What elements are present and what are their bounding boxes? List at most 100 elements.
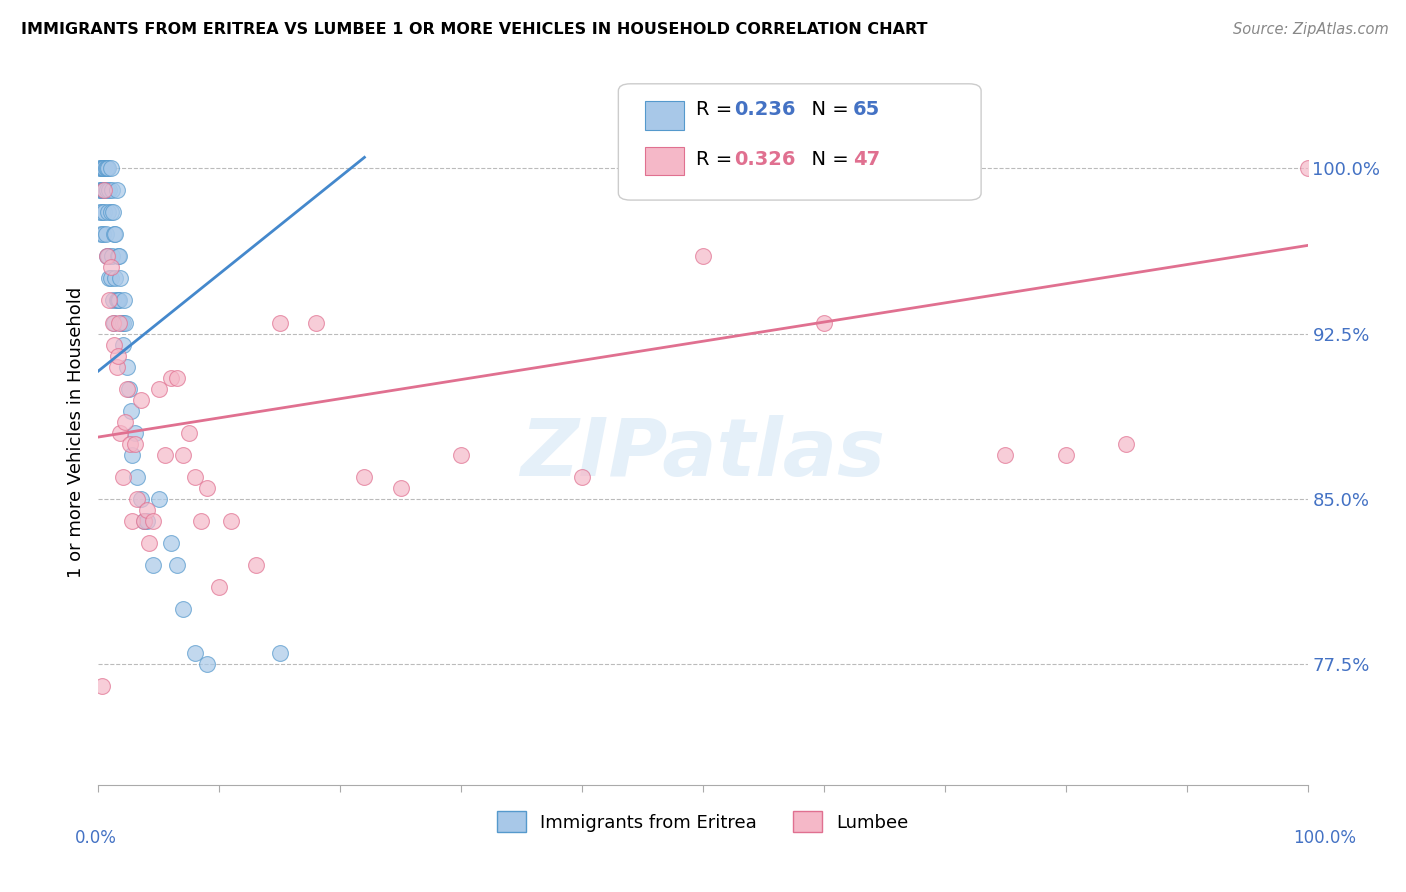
- Point: [160, 535, 183, 549]
- Point: [129, 392, 152, 407]
- Point: [101, 316, 124, 330]
- Point: [134, 514, 156, 528]
- Point: [91, 205, 114, 219]
- Point: [93, 205, 115, 219]
- Point: [571, 469, 593, 483]
- Point: [104, 227, 127, 242]
- Point: [389, 481, 412, 495]
- Point: [96, 161, 118, 176]
- Point: [105, 359, 128, 374]
- Point: [89, 205, 111, 219]
- Text: 100.0%: 100.0%: [1294, 829, 1355, 847]
- Point: [305, 316, 328, 330]
- Point: [108, 249, 131, 263]
- Point: [93, 161, 115, 176]
- Point: [97, 249, 120, 263]
- Point: [91, 679, 114, 693]
- Point: [111, 469, 134, 483]
- Point: [89, 183, 111, 197]
- Point: [129, 491, 152, 506]
- Text: 0.236: 0.236: [734, 101, 796, 120]
- Text: N =: N =: [799, 150, 855, 169]
- Text: 0.0%: 0.0%: [75, 829, 117, 847]
- Point: [105, 293, 128, 308]
- Point: [179, 425, 201, 440]
- Text: ZIPatlas: ZIPatlas: [520, 415, 886, 492]
- Point: [110, 316, 132, 330]
- Point: [100, 161, 122, 176]
- Point: [1115, 436, 1137, 450]
- Point: [148, 491, 170, 506]
- Point: [184, 646, 207, 660]
- Point: [90, 227, 112, 242]
- Point: [103, 316, 125, 330]
- Point: [124, 425, 146, 440]
- Legend: Immigrants from Eritrea, Lumbee: Immigrants from Eritrea, Lumbee: [489, 804, 917, 839]
- Point: [100, 249, 122, 263]
- Point: [195, 481, 218, 495]
- Point: [121, 448, 143, 462]
- Point: [1054, 448, 1077, 462]
- Point: [221, 514, 243, 528]
- Point: [91, 227, 114, 242]
- Point: [103, 337, 125, 351]
- Text: IMMIGRANTS FROM ERITREA VS LUMBEE 1 OR MORE VEHICLES IN HOUSEHOLD CORRELATION CH: IMMIGRANTS FROM ERITREA VS LUMBEE 1 OR M…: [21, 22, 928, 37]
- Text: R =: R =: [696, 101, 738, 120]
- Point: [172, 448, 194, 462]
- Point: [94, 161, 117, 176]
- Point: [1296, 161, 1319, 176]
- Point: [117, 359, 139, 374]
- Point: [97, 161, 120, 176]
- Point: [105, 183, 128, 197]
- FancyBboxPatch shape: [645, 147, 683, 176]
- FancyBboxPatch shape: [645, 102, 683, 129]
- Point: [100, 205, 122, 219]
- Point: [111, 316, 134, 330]
- Point: [450, 448, 472, 462]
- Point: [104, 271, 127, 285]
- Point: [121, 514, 143, 528]
- Point: [100, 183, 122, 197]
- Point: [103, 227, 125, 242]
- Point: [100, 271, 122, 285]
- Point: [101, 293, 124, 308]
- Text: 0.326: 0.326: [734, 150, 796, 169]
- Point: [94, 227, 117, 242]
- Point: [93, 183, 115, 197]
- Text: R =: R =: [696, 150, 738, 169]
- Point: [208, 580, 231, 594]
- Point: [994, 448, 1017, 462]
- Point: [124, 436, 146, 450]
- Point: [245, 558, 267, 572]
- Point: [101, 205, 124, 219]
- Point: [89, 161, 111, 176]
- Text: 65: 65: [853, 101, 880, 120]
- Point: [91, 183, 114, 197]
- Text: 47: 47: [853, 150, 880, 169]
- Point: [117, 382, 139, 396]
- Point: [108, 271, 131, 285]
- Point: [93, 183, 115, 197]
- Point: [353, 469, 375, 483]
- Point: [100, 260, 122, 275]
- Point: [108, 425, 131, 440]
- Point: [134, 514, 156, 528]
- Point: [108, 293, 131, 308]
- Point: [108, 316, 131, 330]
- Point: [127, 469, 149, 483]
- Point: [118, 436, 141, 450]
- Point: [96, 249, 118, 263]
- Point: [153, 448, 176, 462]
- Point: [120, 403, 142, 417]
- Y-axis label: 1 or more Vehicles in Household: 1 or more Vehicles in Household: [66, 287, 84, 578]
- Point: [118, 382, 141, 396]
- Point: [90, 161, 112, 176]
- Point: [98, 183, 121, 197]
- Point: [107, 293, 129, 308]
- Point: [91, 161, 114, 176]
- Point: [692, 249, 714, 263]
- Point: [112, 293, 135, 308]
- Point: [166, 558, 188, 572]
- Point: [107, 249, 129, 263]
- Point: [195, 657, 218, 671]
